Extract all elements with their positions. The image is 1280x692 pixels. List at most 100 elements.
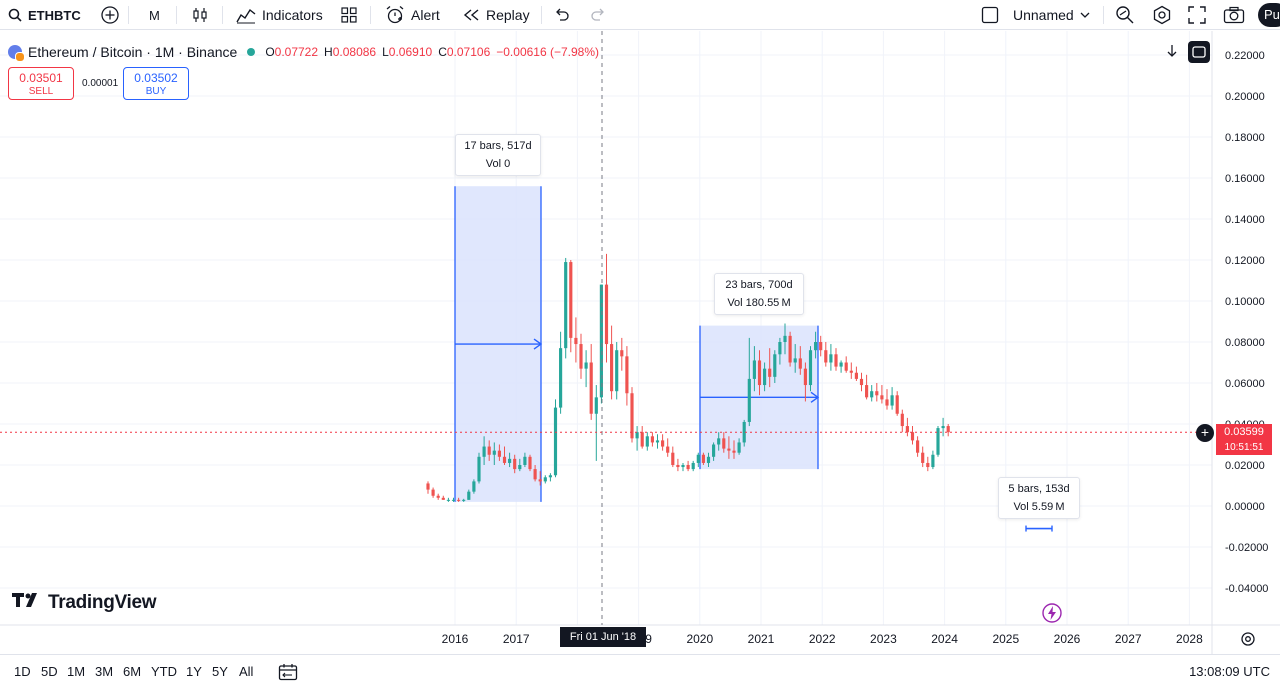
year-tick-label: 2028 bbox=[1176, 632, 1203, 646]
range-button-1y[interactable]: 1Y bbox=[186, 664, 202, 679]
candle-body bbox=[763, 368, 767, 386]
profile-avatar[interactable]: Pu bbox=[1258, 3, 1280, 27]
candle-body bbox=[569, 262, 573, 338]
object-tree-button[interactable] bbox=[1188, 41, 1210, 63]
candle-body bbox=[574, 337, 578, 345]
date-range-button[interactable] bbox=[278, 663, 298, 686]
lightning-icon[interactable] bbox=[1041, 602, 1063, 629]
add-alert-plus-button[interactable]: + bbox=[1196, 424, 1214, 442]
ohlc-high: H0.08086 bbox=[324, 45, 377, 59]
candle-body bbox=[584, 362, 588, 369]
measure-label-3[interactable]: 5 bars, 153d Vol 5.59 M bbox=[998, 477, 1080, 519]
year-tick-label: 2017 bbox=[503, 632, 530, 646]
candle-body bbox=[936, 428, 940, 455]
candle-body bbox=[916, 440, 920, 453]
bottom-toolbar: 1D 5D 1M 3M 6M YTD 1Y 5Y All 13:08:09 UTC bbox=[0, 654, 1280, 692]
undo-button[interactable] bbox=[554, 0, 570, 30]
candle-body bbox=[849, 370, 853, 373]
price-chart[interactable]: 0.22000 0.20000 0.18000 0.16000 0.14000 0.120… bbox=[0, 31, 1280, 654]
range-button-ytd[interactable]: YTD bbox=[151, 664, 177, 679]
arrow-right-icon bbox=[810, 391, 820, 403]
price-axis[interactable]: 0.22000 0.20000 0.18000 0.16000 0.14000 0.120… bbox=[1225, 50, 1268, 595]
ohlc-low: L0.06910 bbox=[382, 45, 433, 59]
replay-label: Replay bbox=[486, 7, 530, 23]
redo-button[interactable] bbox=[590, 0, 606, 30]
plus-circle-icon bbox=[100, 5, 120, 25]
snapshot-button[interactable] bbox=[1223, 0, 1245, 30]
utc-clock[interactable]: 13:08:09 UTC bbox=[1189, 664, 1270, 679]
measure-label-2[interactable]: 23 bars, 700d Vol 180.55 M bbox=[714, 273, 804, 315]
candle-body bbox=[696, 454, 700, 463]
top-toolbar: ETHBTC M Indicators Alert Replay bbox=[0, 0, 1280, 30]
sell-button[interactable]: 0.03501 SELL bbox=[8, 67, 74, 100]
year-tick-label: 2026 bbox=[1054, 632, 1081, 646]
candle-body bbox=[905, 426, 909, 433]
templates-button[interactable] bbox=[340, 0, 358, 30]
range-button-6m[interactable]: 6M bbox=[123, 664, 142, 679]
alert-button[interactable]: Alert bbox=[385, 0, 440, 30]
quick-search-button[interactable] bbox=[1115, 0, 1135, 30]
replay-button[interactable]: Replay bbox=[462, 0, 530, 30]
tradingview-logo[interactable]: TradingView bbox=[12, 592, 157, 614]
compare-symbol-button[interactable] bbox=[100, 0, 120, 30]
tv-logo-text: TradingView bbox=[48, 592, 157, 613]
candle-body bbox=[666, 446, 670, 453]
range-button-5d[interactable]: 5D bbox=[41, 664, 58, 679]
price-tick-label: 0.14000 bbox=[1225, 214, 1265, 226]
candle-body bbox=[798, 358, 802, 369]
candle-body bbox=[548, 475, 552, 478]
series-title[interactable]: Ethereum / Bitcoin · 1M · Binance bbox=[28, 44, 238, 60]
buy-button[interactable]: 0.03502 BUY bbox=[123, 67, 189, 100]
symbol-search-button[interactable]: ETHBTC bbox=[8, 0, 81, 30]
candle-body bbox=[604, 284, 609, 345]
range-button-1m[interactable]: 1M bbox=[67, 664, 86, 679]
indicators-button[interactable]: Indicators bbox=[236, 0, 323, 30]
candle-body bbox=[773, 354, 777, 377]
candle-body bbox=[946, 426, 950, 433]
scroll-to-latest-button[interactable] bbox=[1165, 43, 1179, 64]
candle-body bbox=[895, 395, 899, 414]
candle-body bbox=[650, 436, 654, 443]
axis-settings-gear-icon[interactable] bbox=[1240, 631, 1256, 652]
fullscreen-button[interactable] bbox=[1188, 0, 1206, 30]
spread-value: 0.00001 bbox=[82, 78, 119, 89]
candle-body bbox=[885, 399, 889, 406]
candle-body bbox=[615, 350, 619, 392]
candle-body bbox=[457, 499, 461, 501]
range-button-5y[interactable]: 5Y bbox=[212, 664, 228, 679]
candle-body bbox=[599, 284, 603, 398]
year-tick-label: 2024 bbox=[931, 632, 958, 646]
series-legend: Ethereum / Bitcoin · 1M · Binance O0.077… bbox=[8, 42, 599, 62]
candle-body bbox=[436, 495, 440, 498]
gear-icon bbox=[1152, 5, 1172, 25]
range-button-1d[interactable]: 1D bbox=[14, 664, 31, 679]
candle-body bbox=[717, 438, 721, 445]
price-tick-label: 0.00000 bbox=[1225, 501, 1265, 513]
candle-body bbox=[752, 360, 756, 379]
settings-button[interactable] bbox=[1152, 0, 1172, 30]
indicators-label: Indicators bbox=[262, 7, 323, 23]
time-axis[interactable]: 2016201720182019202020212022202320242025… bbox=[442, 632, 1203, 646]
chart-type-button[interactable] bbox=[191, 0, 209, 30]
grid-icon bbox=[340, 6, 358, 24]
candle-body bbox=[824, 350, 828, 363]
range-button-3m[interactable]: 3M bbox=[95, 664, 114, 679]
crosshair-date-label: Fri 01 Jun '18 bbox=[560, 627, 646, 647]
buy-price: 0.03502 bbox=[134, 71, 178, 85]
price-tick-label: 0.16000 bbox=[1225, 173, 1265, 185]
candle-body bbox=[691, 462, 695, 470]
alert-label: Alert bbox=[411, 7, 440, 23]
candle-body bbox=[747, 378, 751, 422]
interval-button[interactable]: M bbox=[149, 7, 160, 23]
candle-body bbox=[655, 440, 660, 443]
candle-body bbox=[579, 344, 583, 369]
candle-body bbox=[875, 391, 879, 396]
range-button-all[interactable]: All bbox=[239, 664, 254, 679]
candle-body bbox=[451, 499, 456, 501]
layout-menu-button[interactable]: Unnamed bbox=[981, 0, 1090, 30]
candle-body bbox=[737, 442, 741, 453]
measure-label-1[interactable]: 17 bars, 517d Vol 0 bbox=[455, 134, 541, 176]
candle-body bbox=[727, 448, 731, 451]
candle-body bbox=[559, 348, 563, 408]
buy-label: BUY bbox=[145, 86, 167, 97]
